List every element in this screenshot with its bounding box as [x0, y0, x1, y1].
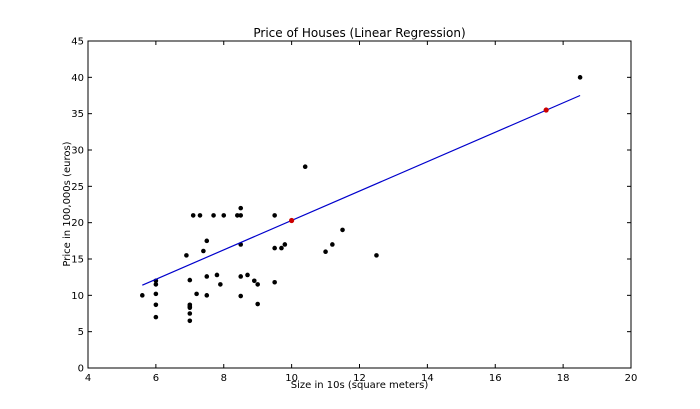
y-tick-label: 45	[71, 37, 84, 48]
chart-title: Price of Houses (Linear Regression)	[253, 26, 465, 40]
x-axis-label: Size in 10s (square meters)	[291, 380, 429, 391]
data-point	[187, 311, 193, 316]
y-tick-label: 10	[71, 291, 84, 302]
data-point	[323, 249, 328, 255]
data-point	[238, 205, 244, 211]
x-tick-label: 8	[221, 373, 227, 384]
data-point	[282, 242, 288, 247]
data-point	[187, 318, 193, 324]
y-tick-label: 15	[71, 255, 84, 266]
y-tick-label: 30	[71, 146, 84, 157]
y-tick-label: 20	[71, 218, 84, 229]
data-point	[272, 279, 277, 285]
data-point	[190, 213, 196, 218]
x-tick-label: 14	[421, 373, 434, 384]
data-point	[140, 293, 145, 298]
x-tick-label: 20	[625, 373, 638, 384]
data-point	[204, 274, 210, 279]
data-point	[211, 213, 216, 218]
regression-line	[142, 94, 581, 286]
x-tick-label: 12	[353, 373, 366, 384]
data-point	[221, 213, 227, 218]
data-point	[340, 227, 345, 233]
data-point	[251, 278, 257, 284]
data-point	[235, 213, 240, 218]
data-point	[245, 272, 250, 278]
data-point	[238, 213, 244, 218]
data-point	[577, 75, 583, 80]
y-tick-label: 35	[71, 109, 84, 120]
data-point	[153, 314, 159, 320]
data-point	[238, 293, 244, 299]
data-point	[255, 301, 260, 307]
data-point	[153, 291, 159, 297]
data-point	[374, 253, 379, 258]
prediction-point	[543, 107, 549, 113]
data-point	[184, 253, 189, 258]
data-point	[204, 238, 210, 244]
y-tick-label: 40	[71, 73, 84, 84]
y-axis-label: Price in 100,000s (euros)	[62, 141, 73, 266]
data-point	[187, 277, 193, 283]
data-point	[272, 245, 277, 251]
x-tick-label: 10	[285, 373, 298, 384]
data-point	[201, 248, 206, 254]
data-point	[214, 272, 220, 278]
data-point	[279, 245, 284, 251]
x-tick-label: 16	[489, 373, 502, 384]
plot-marks	[140, 75, 583, 324]
x-tick-label: 4	[85, 373, 91, 384]
y-axis-ticks: 0 5 10 15 20 25 30 35 40 45	[71, 37, 631, 375]
data-point	[218, 282, 223, 287]
data-point	[187, 305, 193, 310]
x-tick-label: 6	[153, 373, 159, 384]
y-tick-label: 5	[78, 327, 84, 338]
data-point	[272, 213, 277, 218]
data-point	[194, 291, 199, 297]
plot-frame	[87, 40, 632, 369]
data-point	[302, 164, 308, 170]
data-point	[197, 213, 203, 218]
data-point	[153, 302, 159, 308]
y-tick-label: 0	[78, 364, 84, 375]
data-point	[153, 282, 159, 287]
x-tick-label: 18	[557, 373, 570, 384]
data-point	[330, 242, 335, 247]
data-point	[238, 274, 244, 279]
prediction-point	[289, 217, 295, 224]
data-point	[255, 282, 260, 287]
x-axis-ticks: 4 6 8 10 12 14 16 18 20	[85, 41, 638, 384]
data-point	[204, 293, 210, 298]
y-tick-label: 25	[71, 182, 84, 193]
